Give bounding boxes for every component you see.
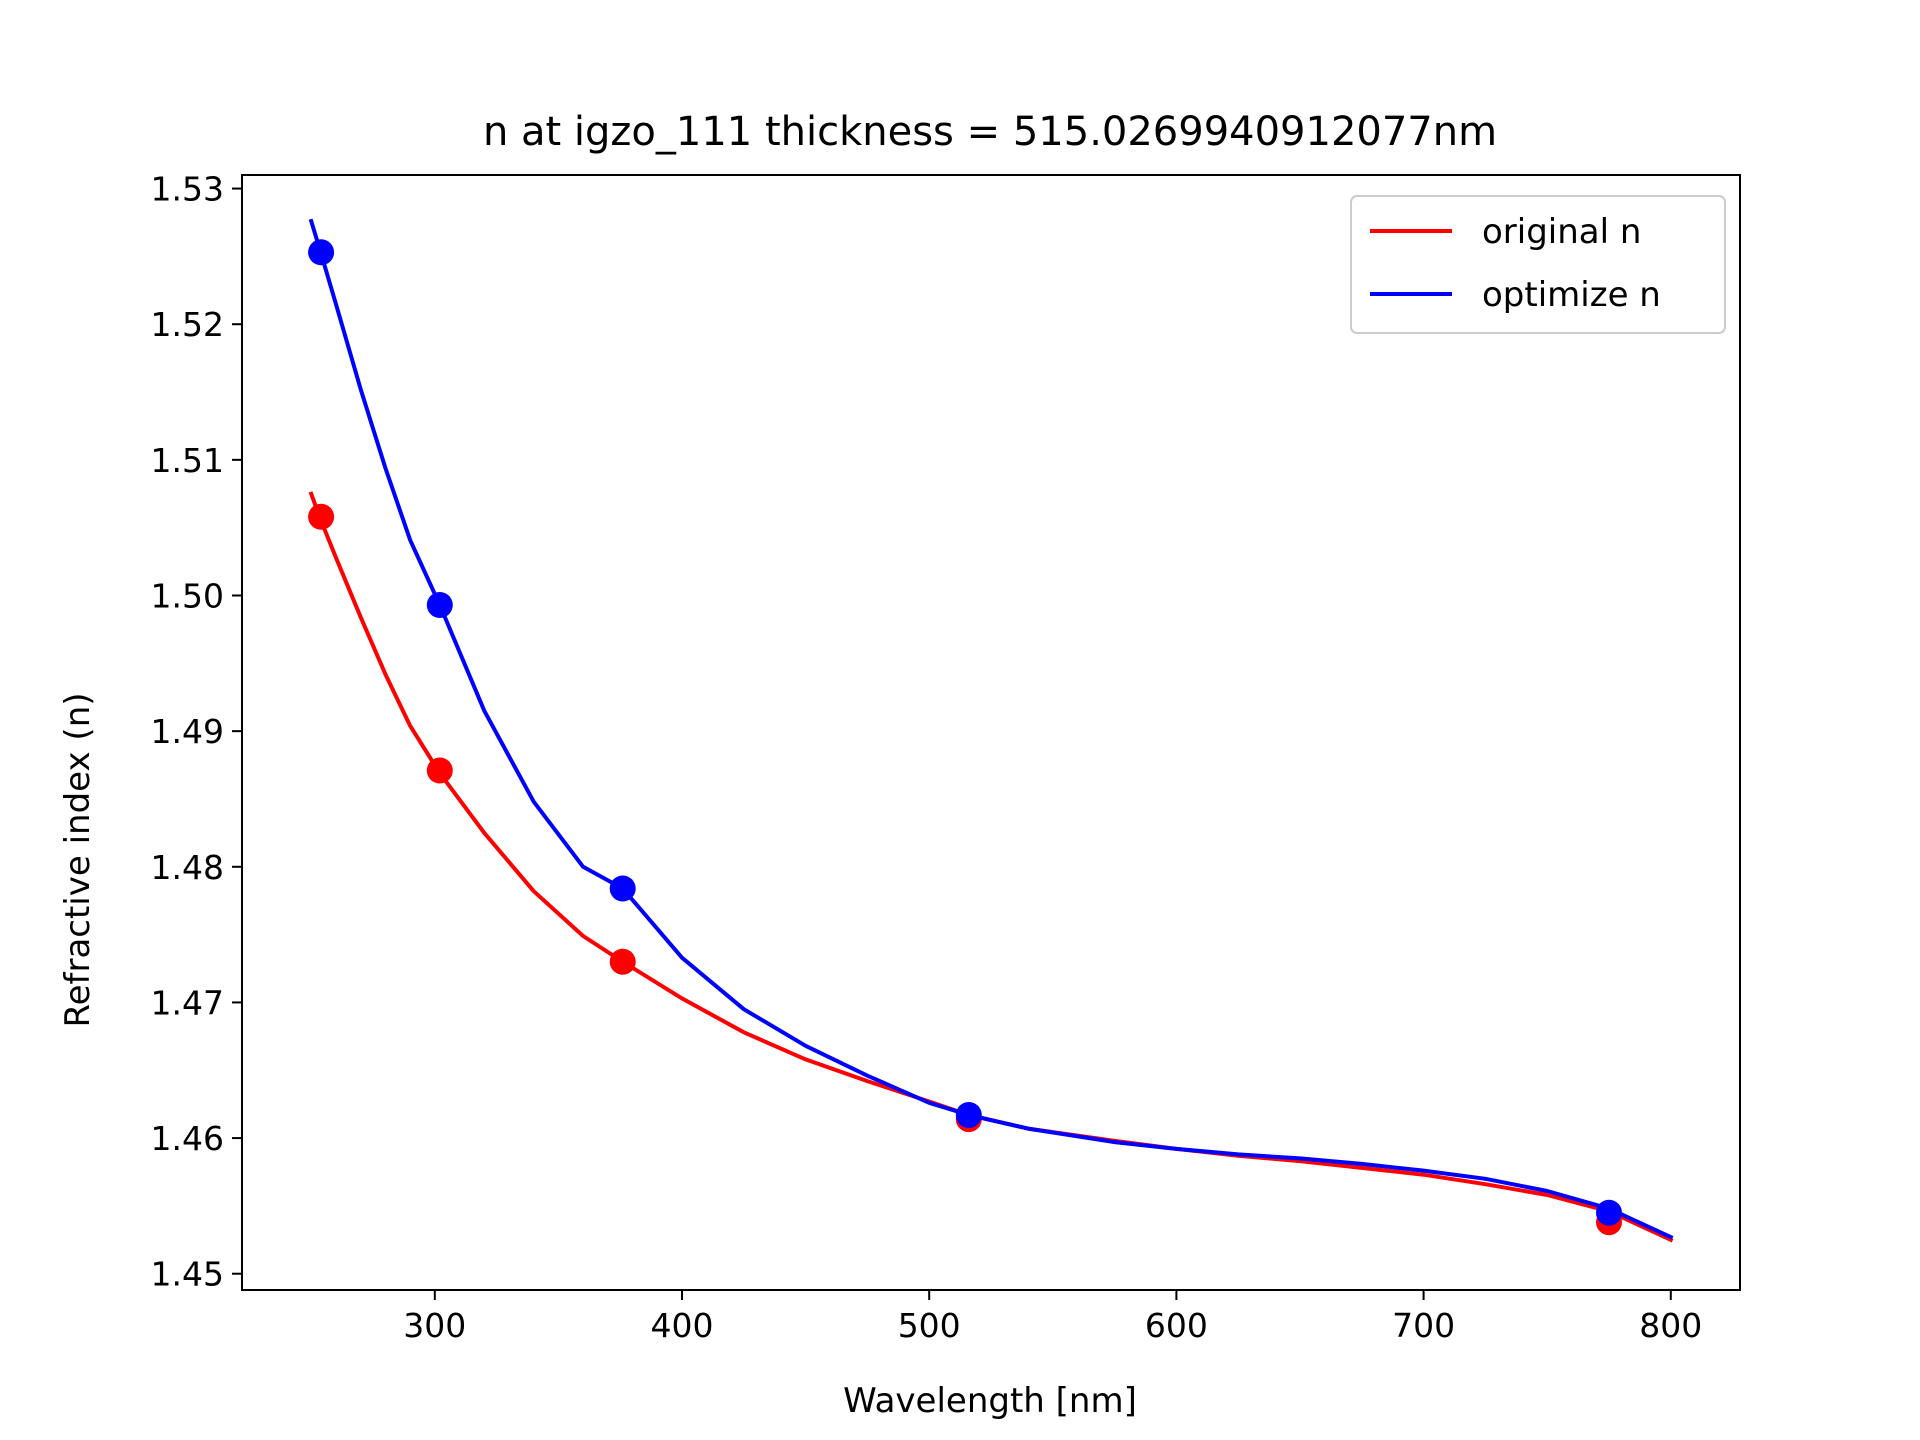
y-tick-label: 1.45 (151, 1255, 224, 1294)
y-axis-ticks: 1.45 1.46 1.47 1.48 1.49 1.50 1.51 1.52 1.53 (151, 170, 242, 1294)
legend-label-2: optimize n (1482, 275, 1661, 315)
x-axis-label: Wavelength [nm] (843, 1381, 1137, 1421)
y-tick-label: 1.48 (151, 848, 224, 887)
legend-label-1: original n (1482, 212, 1641, 252)
y-tick-label: 1.47 (151, 983, 224, 1022)
y-tick-label: 1.52 (151, 305, 224, 344)
plot-area (241, 174, 1741, 1291)
x-tick-label: 600 (1145, 1306, 1208, 1345)
x-tick-label: 500 (898, 1306, 961, 1345)
series-1-point (609, 948, 636, 975)
legend: original n optimize n (1350, 195, 1726, 334)
series-1-point (426, 757, 453, 784)
x-tick-label: 700 (1392, 1306, 1455, 1345)
y-tick-label: 1.46 (151, 1119, 224, 1158)
x-tick-label: 400 (651, 1306, 714, 1345)
y-tick-label: 1.53 (151, 170, 224, 209)
x-axis-ticks: 300 400 500 600 700 800 (403, 1290, 1702, 1345)
x-tick-label: 300 (403, 1306, 466, 1345)
series-1-point (308, 503, 335, 530)
y-tick-label: 1.51 (151, 441, 224, 480)
series-2-point (609, 875, 636, 902)
x-tick-label: 800 (1639, 1306, 1702, 1345)
series-2-point (426, 592, 453, 618)
axes-frame (241, 174, 1741, 1291)
series-2-point (1596, 1199, 1622, 1226)
series-line-1 (308, 491, 1674, 1243)
series-2-point (955, 1102, 982, 1128)
y-axis-label: Refractive index (n) (58, 692, 98, 1027)
series-line-2 (308, 218, 1674, 1240)
y-tick-label: 1.50 (151, 576, 224, 615)
y-tick-label: 1.49 (151, 712, 224, 751)
chart-title: n at igzo_111 thickness = 515.0269940912… (483, 109, 1497, 155)
series-2-point (308, 239, 335, 266)
